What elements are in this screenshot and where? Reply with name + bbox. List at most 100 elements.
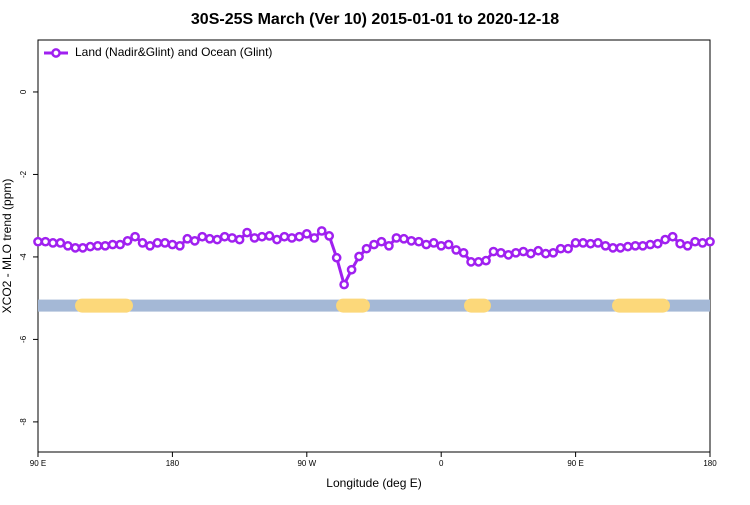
y-tick-label: -6 [19, 335, 28, 343]
point [242, 227, 252, 238]
point [473, 257, 484, 267]
point [563, 243, 573, 254]
point [466, 257, 476, 267]
point [391, 233, 402, 243]
point [705, 236, 715, 247]
point [496, 247, 506, 258]
point [122, 235, 133, 246]
point [458, 247, 469, 258]
x-tick-label: 180 [703, 459, 717, 468]
x-tick-label: 90 W [297, 459, 316, 468]
point [623, 241, 633, 252]
point [264, 231, 275, 241]
point [324, 231, 335, 241]
y-tick-label: -4 [19, 253, 28, 261]
point [361, 243, 372, 254]
point [309, 233, 320, 243]
point [92, 240, 103, 251]
land-band [336, 298, 370, 313]
point [384, 240, 394, 251]
point [428, 238, 439, 248]
point [272, 234, 282, 245]
point [175, 240, 185, 251]
point [399, 233, 409, 244]
point [354, 251, 364, 262]
point [100, 240, 111, 251]
point [637, 240, 648, 251]
x-tick-label: 180 [166, 459, 180, 468]
point [518, 246, 529, 257]
point [608, 243, 618, 253]
point [85, 241, 96, 252]
point [481, 255, 491, 266]
point [421, 239, 432, 250]
point [533, 245, 544, 256]
point [652, 238, 663, 249]
point [525, 248, 536, 259]
point [227, 233, 237, 243]
point [585, 238, 596, 249]
point [182, 233, 193, 244]
point [436, 240, 447, 251]
point [443, 239, 454, 250]
point [660, 234, 671, 245]
point [570, 238, 581, 248]
point [212, 234, 223, 245]
point [160, 238, 170, 248]
point [630, 240, 641, 251]
legend-marker [51, 48, 61, 58]
point [279, 231, 290, 242]
point [48, 238, 58, 248]
point [301, 228, 312, 239]
point [369, 239, 379, 250]
point [488, 246, 499, 257]
point [645, 239, 656, 250]
ocean-band [38, 299, 710, 312]
land-band [464, 298, 491, 313]
x-tick-label: 90 E [567, 459, 583, 468]
x-tick-label: 0 [439, 459, 444, 468]
land-band [612, 298, 670, 313]
point [197, 231, 208, 242]
point [548, 247, 559, 258]
point [152, 238, 163, 248]
point [189, 235, 200, 246]
point [511, 247, 521, 258]
legend-label: Land (Nadir&Glint) and Ocean (Glint) [75, 45, 272, 59]
point [130, 231, 140, 242]
point [346, 264, 357, 275]
y-tick-label: -8 [19, 418, 28, 426]
point [690, 236, 700, 247]
point [697, 238, 708, 248]
point [451, 245, 461, 255]
point [137, 238, 148, 248]
y-tick-label: 0 [19, 89, 28, 94]
point [77, 243, 88, 253]
point [249, 233, 260, 243]
point [413, 236, 424, 247]
point [63, 240, 73, 251]
point [33, 236, 43, 247]
point [615, 243, 626, 253]
point [316, 226, 327, 236]
point [167, 239, 178, 250]
y-axis-label: XCO2 - MLO trend (ppm) [0, 179, 14, 314]
point [115, 239, 125, 250]
point [257, 231, 267, 242]
point [593, 238, 603, 248]
chart-title: 30S-25S March (Ver 10) 2015-01-01 to 202… [191, 11, 559, 28]
point [234, 234, 245, 245]
point [540, 248, 551, 259]
point [600, 240, 611, 251]
point [331, 252, 342, 263]
land-band [75, 298, 133, 313]
point [204, 233, 215, 244]
x-axis-label: Longitude (deg E) [326, 476, 421, 490]
point [55, 238, 66, 248]
point [339, 279, 349, 290]
y-tick-label: -2 [19, 170, 28, 178]
point [555, 243, 566, 254]
point [40, 236, 51, 247]
point [294, 231, 305, 242]
point [675, 238, 685, 249]
